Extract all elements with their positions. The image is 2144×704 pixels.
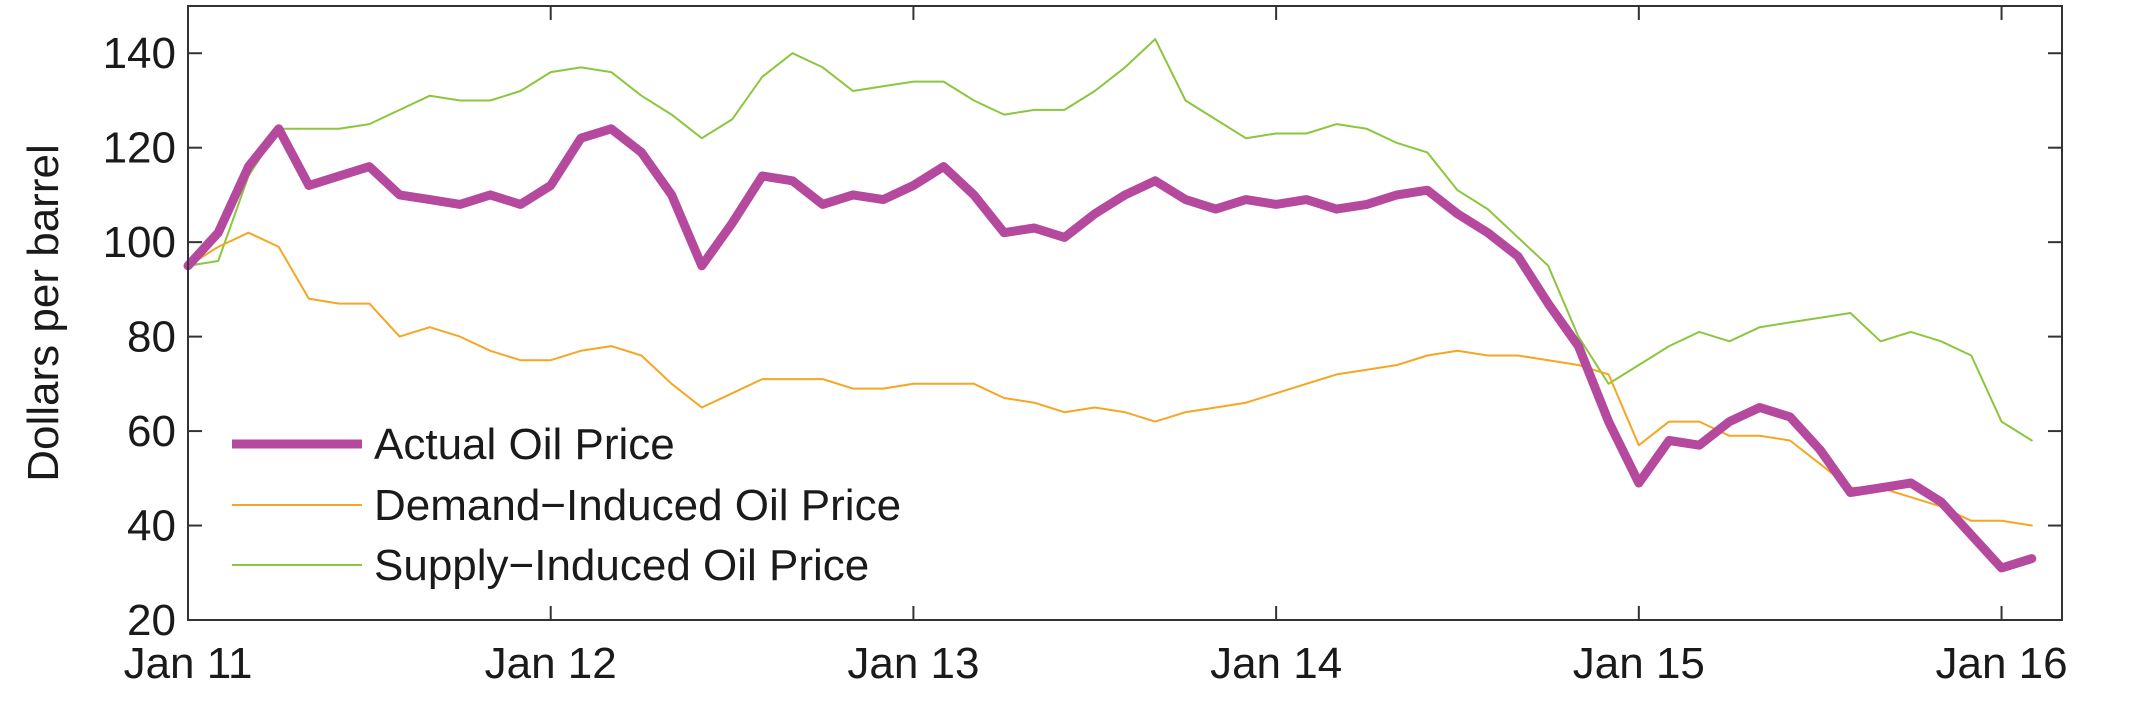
series-lines [183, 38, 2037, 573]
y-tick-label: 60 [127, 407, 176, 456]
x-tick-label: Jan 15 [1573, 639, 1705, 688]
series-line-0 [183, 124, 2037, 573]
legend-label-1: Demand−Induced Oil Price [374, 481, 901, 530]
y-tick-label: 40 [127, 502, 176, 551]
x-tick-label: Jan 11 [124, 639, 253, 688]
legend: Actual Oil Price Demand−Induced Oil Price… [232, 420, 901, 590]
y-tick-label: 80 [127, 313, 176, 362]
y-tick-label: 120 [103, 124, 176, 173]
x-tick-label: Jan 14 [1210, 639, 1342, 688]
y-axis: 20 40 60 80 100 120 140 [103, 29, 2062, 645]
y-tick-label: 140 [103, 29, 176, 78]
x-tick-label: Jan 12 [485, 639, 617, 688]
plot-frame [187, 5, 2063, 621]
y-axis-title: Dollars per barrel [19, 144, 68, 481]
x-axis: Jan 11 Jan 12 Jan 13 Jan 14 Jan 15 Jan 16 [124, 6, 2068, 688]
series-line-2 [187, 38, 2033, 442]
y-tick-label: 100 [103, 218, 176, 267]
legend-label-0: Actual Oil Price [374, 420, 675, 469]
x-tick-label: Jan 16 [1935, 639, 2067, 688]
x-tick-label: Jan 13 [847, 639, 979, 688]
legend-label-2: Supply−Induced Oil Price [374, 541, 869, 590]
y-tick-label: 20 [127, 596, 176, 645]
series-line-1 [187, 231, 2033, 527]
